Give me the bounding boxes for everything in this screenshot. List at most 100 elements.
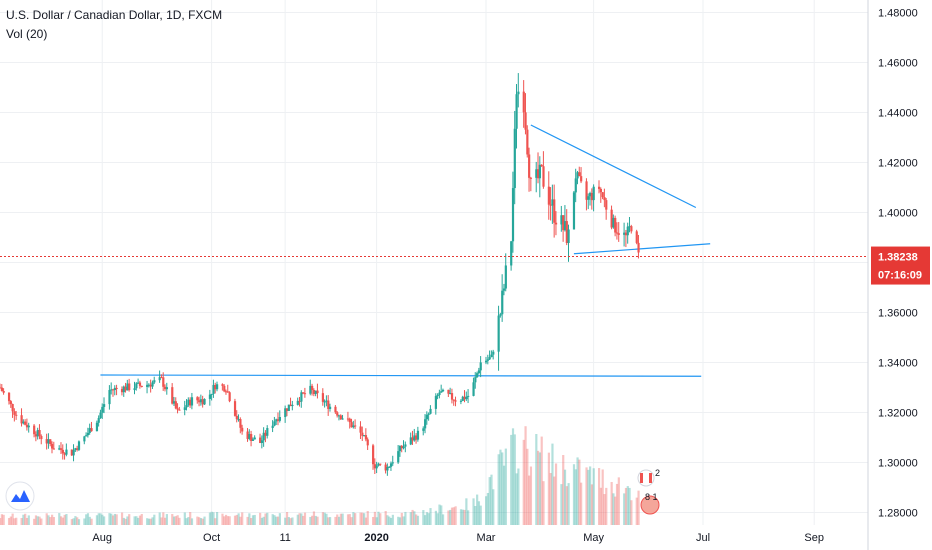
candle-body: [372, 445, 375, 465]
volume-bar: [149, 518, 152, 525]
volume-bar: [540, 436, 543, 525]
candle-body: [266, 428, 269, 436]
volume-bar: [551, 443, 554, 525]
symbol-title[interactable]: U.S. Dollar / Canadian Dollar, 1D, FXCM: [6, 8, 223, 22]
volume-bar: [147, 518, 151, 525]
candle-body: [158, 377, 161, 381]
logo-circle: [5, 481, 35, 511]
time-tick-label: Jul: [696, 532, 710, 544]
candle-body: [580, 176, 583, 182]
candle-body: [95, 422, 99, 432]
volume-bar: [285, 512, 289, 525]
volume-bar: [597, 468, 601, 525]
volume-bar: [259, 512, 262, 525]
tradingview-logo-icon[interactable]: [5, 481, 35, 511]
volume-bar: [241, 512, 244, 525]
volume-bar: [271, 514, 274, 525]
candle-body: [15, 414, 18, 416]
volume-bar: [246, 516, 249, 525]
candle-body: [239, 419, 242, 428]
candle-body: [614, 217, 617, 233]
earnings-badge-icon[interactable]: 8 1: [640, 492, 660, 515]
time-axis[interactable]: Aug Oct 11 2020 Mar May Jul Sep: [92, 532, 824, 544]
volume-bar: [52, 517, 56, 525]
volume-bar: [628, 487, 631, 525]
volume-bar: [314, 515, 317, 525]
volume-bar: [492, 489, 495, 525]
volume-bar: [115, 514, 118, 525]
candle-body: [526, 129, 529, 155]
trendline-triangle-bottom: [573, 243, 711, 255]
volume-bar: [138, 515, 142, 525]
candle-body: [124, 386, 127, 391]
volume-bar: [624, 487, 628, 525]
volume-bar: [228, 516, 231, 525]
volume-bar: [275, 516, 278, 525]
volume-bar: [603, 494, 606, 525]
volume-bar: [517, 468, 520, 525]
canada-flag-icon[interactable]: 2: [637, 468, 660, 487]
volume-bar: [397, 516, 400, 525]
volume-bar: [422, 510, 425, 525]
candle-body: [538, 164, 542, 179]
candle-body: [449, 393, 452, 395]
candle-body: [196, 397, 199, 401]
candle-body: [402, 446, 405, 449]
candle-body: [379, 463, 382, 465]
trendlines[interactable]: [100, 124, 711, 377]
volume-bar: [321, 512, 325, 525]
candle-body: [562, 215, 565, 231]
price-tick-label: 1.40000: [878, 208, 918, 220]
volume-bar: [189, 512, 192, 525]
volume-bar: [303, 512, 307, 525]
events-badges[interactable]: 2 8 1: [637, 468, 660, 515]
volume-bar: [612, 493, 615, 525]
volume-bar: [122, 517, 125, 525]
candle-body: [27, 425, 30, 428]
candle-body: [467, 395, 470, 397]
volume-bar: [623, 493, 626, 525]
candle-body: [359, 426, 362, 433]
volume-bar: [337, 516, 341, 525]
volume-bar: [535, 434, 538, 525]
candle-body: [183, 407, 186, 410]
volume-bar: [354, 513, 357, 525]
candle-body: [490, 354, 493, 358]
candle-body: [24, 421, 27, 425]
volume-bar: [70, 519, 73, 525]
volume-bar: [522, 439, 525, 525]
candle-body: [11, 403, 14, 412]
volume-bar: [135, 516, 138, 525]
candle-body: [309, 385, 312, 394]
volume-bar: [434, 510, 437, 525]
candle-body: [377, 463, 380, 466]
candle-body: [346, 418, 350, 420]
candle-body: [605, 200, 608, 210]
volume-bar: [171, 514, 174, 525]
candle-body: [549, 204, 552, 206]
candle-body: [409, 437, 412, 445]
volume-bar: [450, 507, 454, 525]
volume-bar: [208, 512, 212, 525]
volume-bar: [248, 513, 251, 525]
volume-bar: [76, 517, 79, 525]
candle-body: [235, 415, 238, 420]
candle-body: [86, 432, 90, 436]
volume-bar: [108, 513, 111, 525]
volume-bar: [174, 516, 177, 525]
volume-bar: [15, 517, 18, 525]
volume-bar: [266, 512, 269, 525]
volume-bar: [547, 452, 550, 525]
volume-bar: [554, 463, 558, 525]
candle-body: [248, 434, 251, 439]
volume-bar: [278, 513, 281, 525]
candle-body: [298, 400, 301, 402]
price-axis[interactable]: 1.480001.460001.440001.420001.400001.380…: [878, 8, 918, 520]
volume-indicator-title[interactable]: Vol (20): [6, 27, 48, 41]
candle-body: [375, 465, 378, 469]
candle-body: [246, 431, 249, 439]
candle-body: [415, 435, 418, 440]
price-tick-label: 1.32000: [878, 408, 918, 420]
candle-body: [45, 439, 48, 444]
